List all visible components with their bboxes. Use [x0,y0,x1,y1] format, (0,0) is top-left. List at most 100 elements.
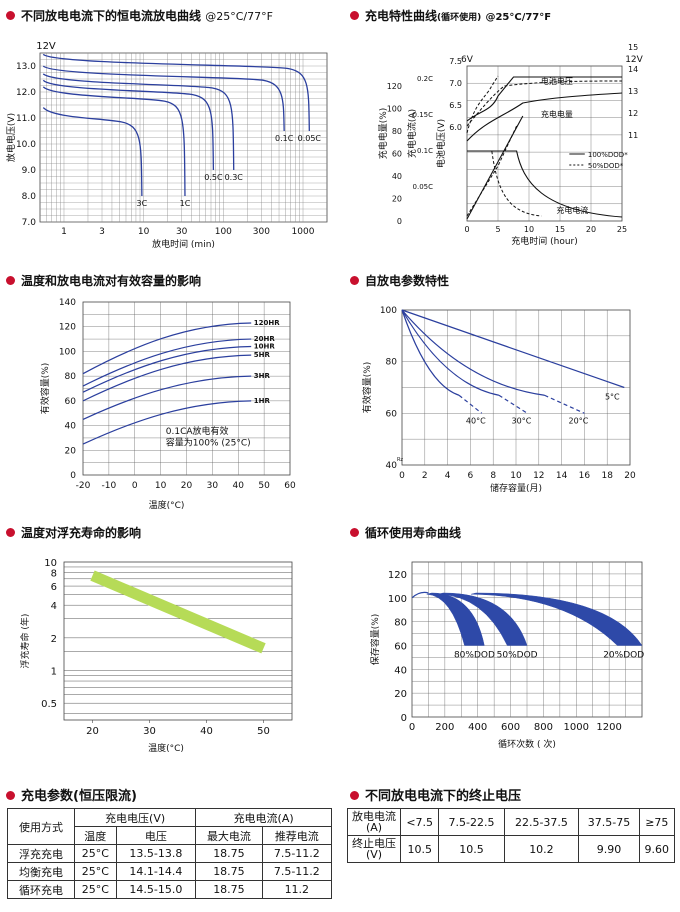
cell-volt: 14.5-15.0 [116,881,196,899]
amp-tick-label: 0.1C [417,147,433,155]
y-tick-label: 4 [51,601,57,612]
x-tick-label: 0 [409,722,415,733]
amp-tick-label: 0.05C [413,183,434,191]
cell-rec: 7.5-11.2 [262,845,331,863]
legend-100: 100%DOD* [588,151,628,159]
cell-current: <7.5 [401,809,439,836]
cell-mode: 浮充充电 [8,845,75,863]
curve-label-0.1C: 0.1C [275,134,294,143]
curve-label-30°C: 30°C [512,416,532,425]
x-tick-label: 200 [435,722,454,733]
th-volt: 电压 [116,827,196,845]
th-rec: 推荐电流 [262,827,331,845]
v6-tick-label: 6.0 [449,123,462,132]
table2-title-text: 不同放电电流下的终止电压 [365,789,521,804]
y-tick-label: 8.0 [22,192,37,202]
x-tick-label: 5 [495,225,500,234]
selfdischarge-dash-20°C [545,395,585,413]
y-tick-label: 13.0 [16,62,36,72]
x-axis-label: 放电时间 (min) [152,238,215,250]
cell-current: 22.5-37.5 [504,809,579,836]
v12-tick-label: 13 [628,87,638,96]
legend-50: 50%DOD* [588,162,624,170]
y-axis-label: 有效容量(%) [361,362,373,414]
pct-tick-label: 80 [392,127,402,136]
table-row: 均衡充电 25°C 14.1-14.4 18.75 7.5-11.2 [8,863,332,881]
rz-note: Rz [397,457,403,463]
th-discharge-current: 放电电流 (A) [348,809,401,836]
panel5-chart: 20 30 40 50 10 8 6 4 2 1 0.5 温度(°C) 浮充寿命 (年) [0,517,340,762]
selfdischarge-dash-30°C [499,395,528,413]
x-tick-label: 1000 [292,227,315,237]
y-tick-label: 80 [386,358,398,368]
x-tick-label: 20 [624,471,636,481]
panel1-chart: 12V 7.0 8.0 9.0 10.0 11.0 12.0 13.0 1 3 10 30 100 300… [0,0,340,260]
panel3-chart: -20 -10 0 10 20 30 40 50 60 0 20 40 60 80 100 120 140 温度(… [0,265,340,510]
y-tick-label: 100 [380,306,397,316]
x-tick-label: 30 [207,481,219,491]
cell-temp: 25°C [75,881,117,899]
amp-tick-label: 0.2C [417,75,433,83]
v6-tick-label: 7.5 [449,57,462,66]
v12-tick-label: 11 [628,131,638,140]
y-axis-label: 浮充寿命 (年) [19,614,31,669]
table-row: 浮充充电 25°C 13.5-13.8 18.75 7.5-11.2 [8,845,332,863]
y-tick-label: 0.5 [41,699,57,710]
y-tick-label: 0 [70,471,76,481]
pct-tick-label: 20 [392,195,402,204]
y-tick-label: 60 [65,397,77,407]
x-tick-label: 10 [155,481,167,491]
v12-tick-label: 12 [628,109,638,118]
curve-label-0.3C: 0.3C [225,173,244,182]
pct-tick-label: 40 [392,172,402,181]
cell-voltage: 9.60 [639,836,674,863]
discharge-curve-3C [43,108,142,196]
th-temp: 温度 [75,827,117,845]
v6-tick-label: 6.5 [449,101,462,110]
band-label-20%DOD: 20%DOD [603,650,644,660]
x-tick-label: 10 [524,225,534,234]
x-tick-label: 10 [138,227,150,237]
x-tick-label: 100 [215,227,232,237]
y-tick-label: 100 [388,594,407,605]
cell-rec: 7.5-11.2 [262,863,331,881]
y-axis-label: 有效容量(%) [39,363,51,415]
y-tick-label: 20 [65,446,77,456]
x-tick-label: -10 [102,481,117,491]
th-cutoff-voltage-unit: (V) [366,848,382,861]
float-life-band [93,576,264,649]
x-tick-label: -20 [76,481,91,491]
table2-title: 不同放电电流下的终止电压 [350,785,521,804]
x-tick-label: 16 [579,471,591,481]
cell-volt: 13.5-13.8 [116,845,196,863]
x-tick-label: 0 [464,225,469,234]
bullet-dot-icon [6,791,15,800]
cell-voltage: 10.5 [439,836,504,863]
v12-tick-label: 15 [628,43,638,52]
x-tick-label: 30 [176,227,188,237]
x-tick-label: 12 [533,471,544,481]
note-line-2: 容量为100% (25°C) [166,436,251,448]
charge-rise-100 [467,116,523,219]
cell-max: 18.75 [196,863,262,881]
x-tick-label: 400 [468,722,487,733]
x-tick-label: 800 [534,722,553,733]
x-axis-label: 温度(°C) [149,499,185,511]
x-tick-label: 50 [257,726,270,737]
cell-mode: 均衡充电 [8,863,75,881]
pct-tick-label: 100 [387,105,402,114]
y-tick-label: 60 [394,641,407,652]
curve-label-5HR: 5HR [254,351,271,359]
curve-label-0.5C: 0.5C [204,173,223,182]
band-label-80%DOD: 80%DOD [454,650,495,660]
cell-voltage: 10.2 [504,836,579,863]
curve-label-20°C: 20°C [569,416,589,425]
th-discharge-current-unit: (A) [366,821,382,834]
y-tick-label: 80 [65,372,77,382]
x-tick-label: 20 [86,726,99,737]
curve-label-3C: 3C [137,199,148,208]
cutoff-voltage-table: 放电电流 (A) <7.5 7.5-22.5 22.5-37.5 37.5-75 … [347,808,675,863]
x-tick-label: 40 [233,481,245,491]
cell-current: ≥75 [639,809,674,836]
y-axis-label-b: 充电电流(A) [406,109,418,158]
